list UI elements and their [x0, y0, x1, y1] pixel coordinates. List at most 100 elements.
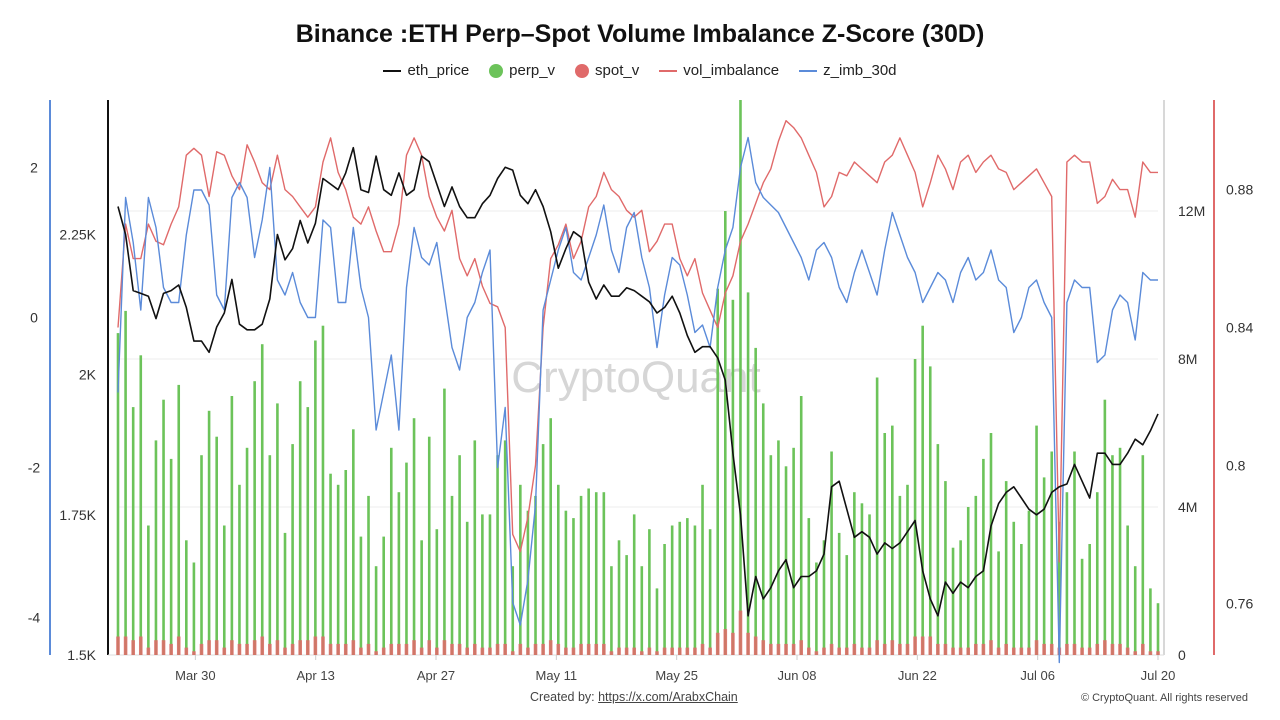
spot-v-bar: [799, 640, 804, 655]
perp-v-bar: [291, 444, 294, 655]
spot-v-bar: [184, 647, 189, 655]
footer-created-by: Created by: https://x.com/ArabxChain: [530, 690, 738, 704]
spot-v-bar: [283, 647, 287, 655]
perp-v-bar: [154, 440, 158, 655]
spot-v-bar: [685, 647, 690, 655]
imbalance-tick-label: 0.76: [1226, 595, 1253, 611]
perp-v-bar: [564, 510, 568, 655]
legend-label-spot-v: spot_v: [595, 62, 640, 79]
spot-v-bar: [313, 636, 318, 655]
footer-created-link[interactable]: https://x.com/ArabxChain: [598, 690, 738, 704]
perp-v-bar: [427, 436, 431, 655]
legend-swatch-spot-v: [575, 63, 590, 78]
spot-v-bar: [366, 643, 371, 655]
legend-item-perp-v[interactable]: perp_v: [489, 62, 555, 79]
perp-v-bar: [207, 410, 211, 655]
spot-v-bar: [936, 643, 940, 655]
perp-v-bar: [1080, 558, 1084, 655]
spot-v-bar: [693, 647, 697, 655]
perp-v-bar: [928, 366, 932, 655]
perp-v-bar: [716, 288, 720, 655]
perp-v-bar: [989, 433, 993, 655]
perp-v-bar: [1133, 566, 1137, 655]
spot-v-bar: [966, 647, 971, 655]
perp-v-bar: [481, 514, 484, 655]
perp-v-bar: [868, 514, 871, 655]
spot-v-bar: [761, 640, 766, 655]
spot-v-bar: [298, 640, 302, 655]
spot-v-bar: [609, 651, 614, 655]
perp-v-bar: [815, 562, 818, 655]
spot-v-bar: [548, 640, 553, 655]
perp-v-bar: [670, 525, 674, 655]
perp-v-bar: [321, 325, 325, 655]
spot-v-bar: [435, 647, 439, 655]
spot-v-bar: [769, 643, 773, 655]
perp-v-bar: [238, 484, 241, 655]
perp-v-bar: [359, 536, 363, 655]
x-tick-label: Jul 20: [1141, 668, 1176, 683]
perp-v-bar: [602, 492, 606, 655]
spot-v-bar: [207, 640, 211, 655]
spot-v-bar: [488, 647, 492, 655]
spot-v-bar: [169, 643, 173, 655]
spot-v-bar: [913, 636, 917, 655]
perp-v-bar: [511, 566, 515, 655]
spot-v-bar: [632, 647, 637, 655]
spot-v-bar: [1118, 643, 1122, 655]
spot-v-bar: [1095, 643, 1100, 655]
spot-v-bar: [1004, 643, 1008, 655]
spot-v-bar: [192, 651, 196, 655]
perp-v-bar: [686, 518, 689, 655]
z-score-tick-label: -4: [28, 610, 41, 626]
x-tick-label: Jul 06: [1020, 668, 1055, 683]
spot-v-bar: [146, 647, 151, 655]
perp-v-bar: [701, 484, 704, 655]
perp-v-bar: [230, 396, 234, 655]
spot-v-bar: [951, 647, 955, 655]
perp-v-bar: [1095, 492, 1099, 655]
perp-v-bar: [169, 458, 173, 655]
perp-v-bar: [648, 529, 651, 655]
legend-item-z-imb-30d[interactable]: z_imb_30d: [799, 62, 897, 79]
watermark-text: CryptoQuant: [511, 353, 760, 402]
spot-v-bar: [123, 636, 128, 655]
perp-v-bar: [731, 299, 735, 655]
x-tick-label: May 11: [536, 668, 578, 683]
spot-v-bar: [708, 647, 712, 655]
spot-v-bar: [1011, 647, 1016, 655]
spot-v-bar: [974, 643, 978, 655]
spot-v-bar: [898, 643, 902, 655]
perp-v-bar: [336, 484, 340, 655]
perp-v-bar: [192, 562, 196, 655]
perp-v-bar: [723, 211, 727, 655]
perp-v-bar: [549, 418, 553, 655]
spot-v-bar: [776, 643, 781, 655]
spot-v-bar: [700, 643, 705, 655]
perp-v-bar: [1103, 399, 1107, 655]
legend-item-eth-price[interactable]: eth_price: [383, 62, 469, 79]
perp-v-bar: [898, 495, 902, 655]
spot-v-bar: [222, 647, 227, 655]
spot-v-bar: [321, 636, 325, 655]
legend-item-spot-v[interactable]: spot_v: [575, 62, 639, 79]
perp-v-bar: [116, 333, 120, 655]
perp-v-bar: [389, 447, 393, 655]
perp-v-bar: [860, 503, 864, 655]
perp-v-bar: [488, 514, 492, 655]
volume-tick-label: 8M: [1178, 351, 1197, 367]
perp-v-bar: [944, 481, 947, 655]
perp-v-bar: [777, 440, 780, 655]
spot-v-bar: [670, 647, 674, 655]
legend-item-vol-imbalance[interactable]: vol_imbalance: [659, 62, 779, 79]
spot-v-bar: [518, 643, 523, 655]
spot-v-bar: [510, 651, 515, 655]
perp-v-bar: [792, 447, 795, 655]
spot-v-bar: [920, 636, 925, 655]
spot-v-bar: [1042, 643, 1046, 655]
x-tick-label: Mar 30: [175, 668, 215, 683]
spot-v-bar: [662, 647, 667, 655]
perp-v-bar: [374, 566, 378, 655]
spot-v-bar: [275, 640, 280, 655]
